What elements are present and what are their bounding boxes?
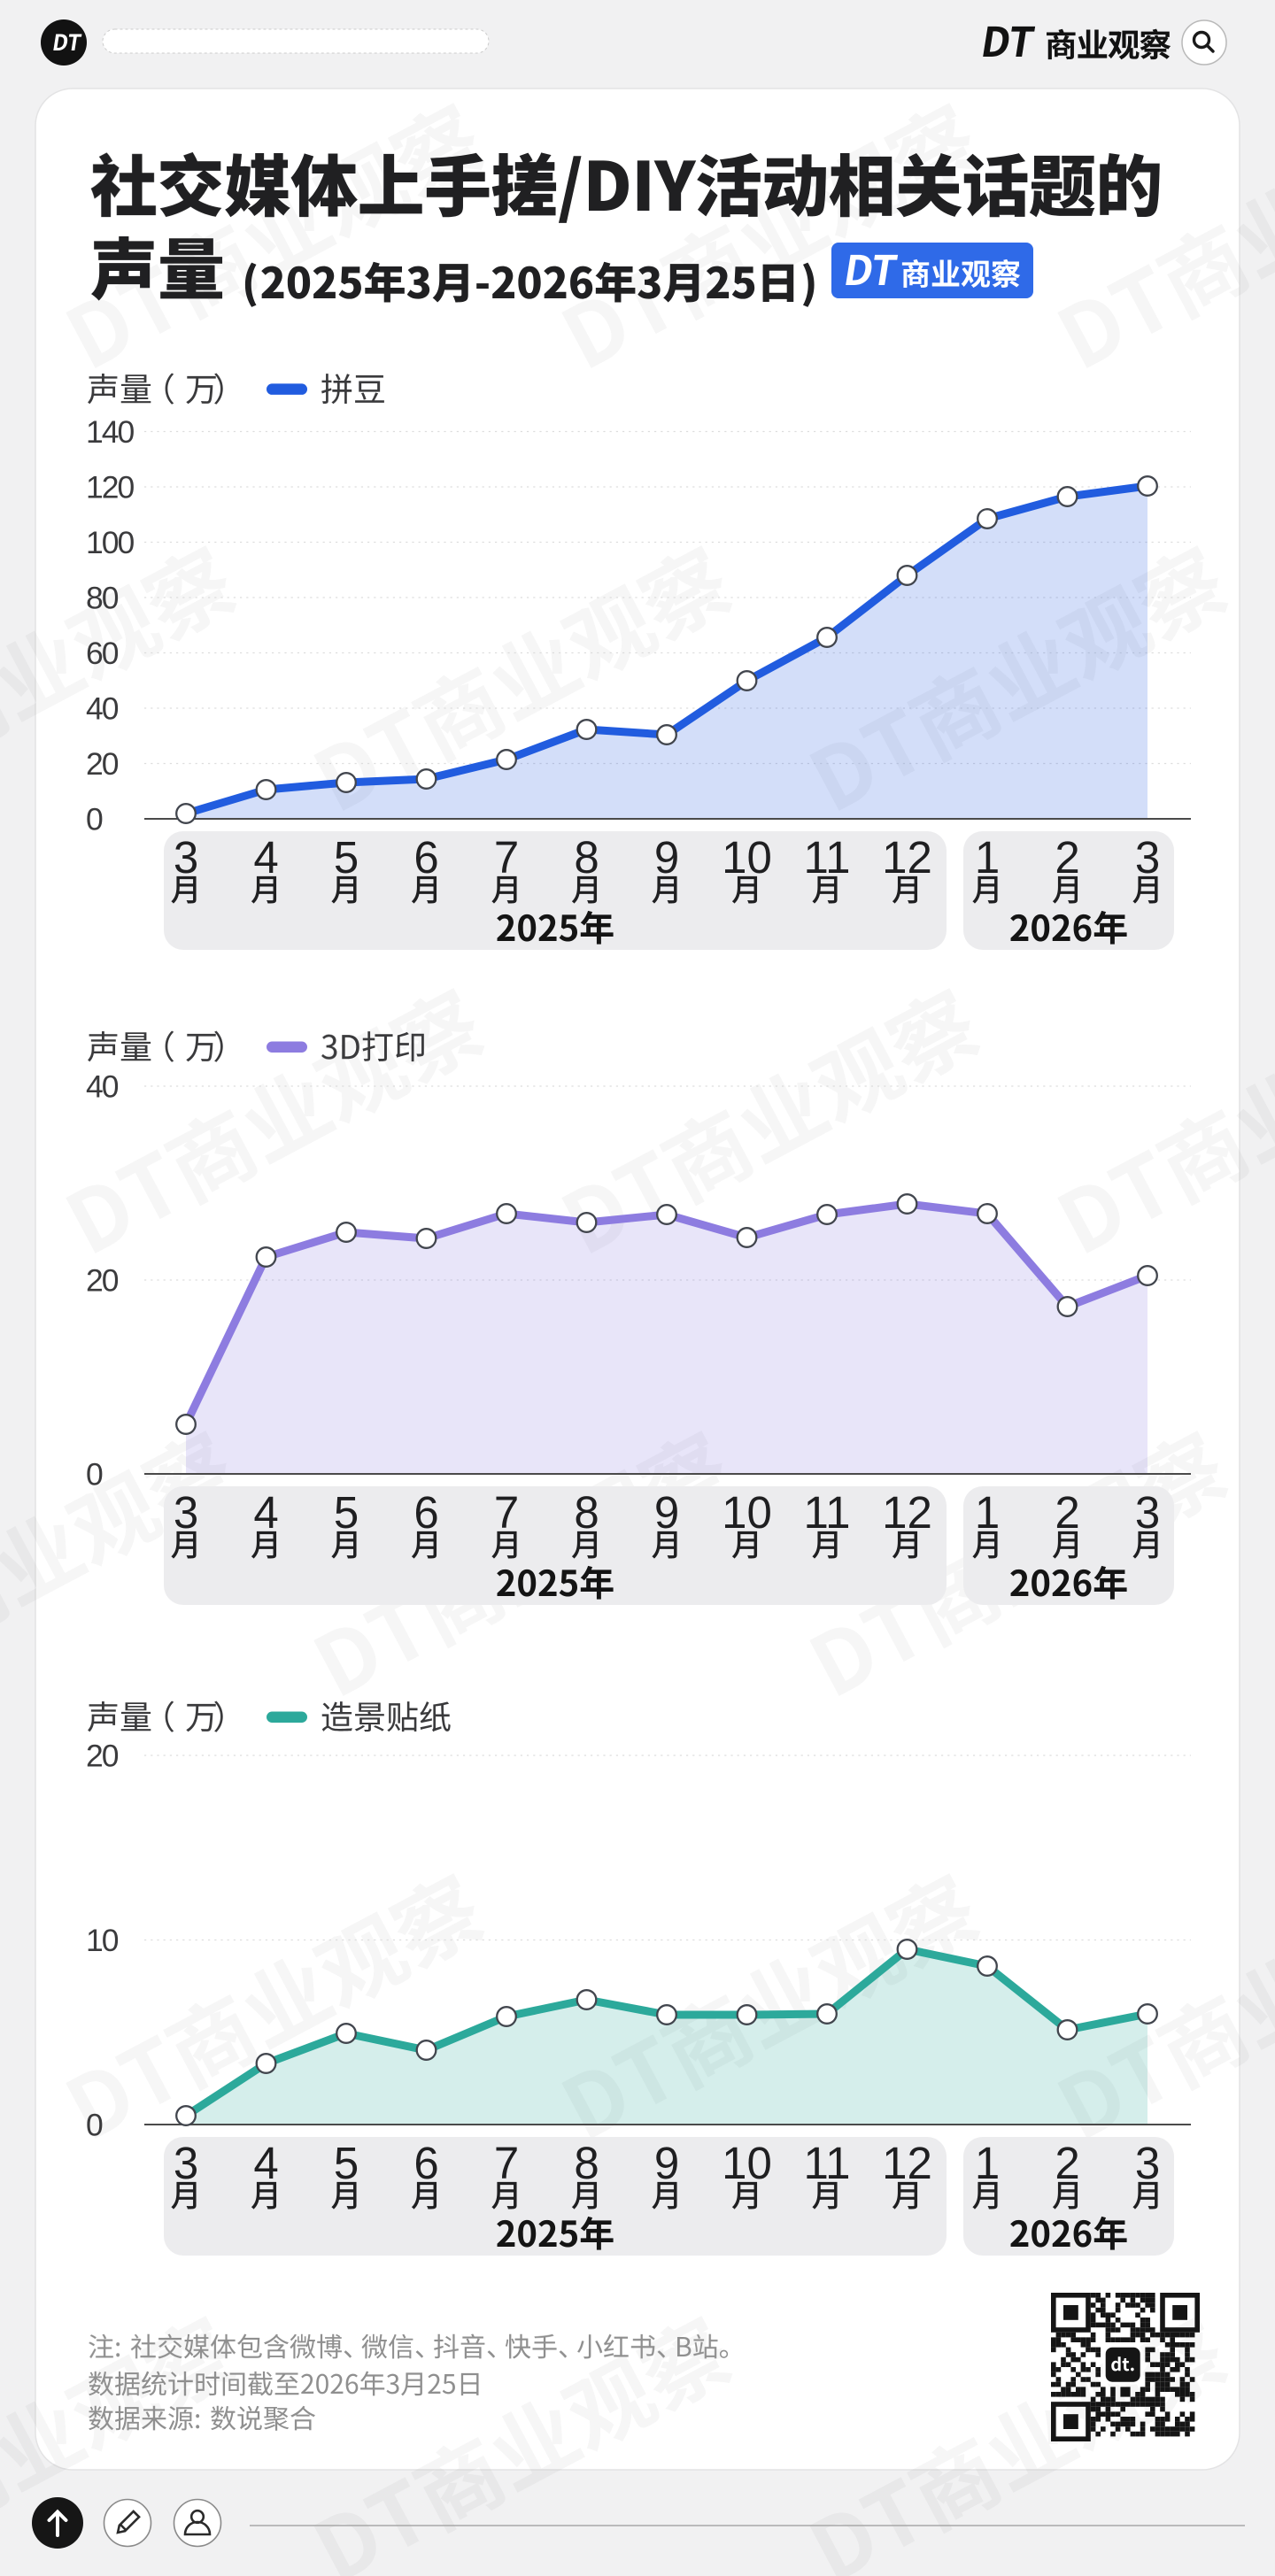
- svg-text:4: 4: [253, 832, 278, 883]
- svg-text:40: 40: [86, 1068, 119, 1104]
- svg-text:10: 10: [722, 1487, 772, 1538]
- svg-text:5: 5: [334, 832, 359, 883]
- svg-text:12: 12: [882, 2138, 932, 2188]
- svg-text:12: 12: [882, 832, 932, 883]
- svg-text:12: 12: [882, 1487, 932, 1538]
- svg-text:40: 40: [86, 690, 119, 726]
- svg-text:140: 140: [86, 414, 134, 450]
- svg-text:60: 60: [86, 636, 119, 671]
- svg-text:11: 11: [804, 832, 851, 883]
- svg-text:4: 4: [253, 2138, 278, 2188]
- svg-text:3: 3: [1135, 2138, 1160, 2188]
- svg-text:1: 1: [975, 2138, 1000, 2188]
- svg-text:7: 7: [494, 1487, 519, 1538]
- svg-text:9: 9: [654, 1487, 679, 1538]
- svg-text:80: 80: [86, 580, 119, 615]
- svg-text:6: 6: [413, 832, 438, 883]
- svg-text:1: 1: [975, 1487, 1000, 1538]
- svg-text:8: 8: [574, 1487, 599, 1538]
- svg-text:2: 2: [1055, 2138, 1079, 2188]
- svg-text:3: 3: [1135, 1487, 1160, 1538]
- svg-text:100: 100: [86, 525, 134, 560]
- svg-text:9: 9: [654, 832, 679, 883]
- svg-text:3: 3: [174, 2138, 198, 2188]
- svg-text:10: 10: [722, 2138, 772, 2188]
- svg-text:0: 0: [86, 801, 103, 837]
- svg-text:10: 10: [722, 832, 772, 883]
- svg-text:4: 4: [253, 1487, 278, 1538]
- svg-text:11: 11: [804, 2138, 851, 2188]
- svg-text:7: 7: [494, 832, 519, 883]
- svg-text:0: 0: [86, 2107, 103, 2142]
- svg-text:11: 11: [804, 1487, 851, 1538]
- svg-text:3: 3: [174, 1487, 198, 1538]
- svg-text:5: 5: [334, 2138, 359, 2188]
- svg-text:3: 3: [1135, 832, 1160, 883]
- svg-text:1: 1: [975, 832, 1000, 883]
- svg-text:120: 120: [86, 469, 134, 505]
- svg-text:2: 2: [1055, 1487, 1079, 1538]
- svg-text:20: 20: [86, 746, 119, 782]
- svg-text:20: 20: [86, 1738, 119, 1773]
- svg-text:5: 5: [334, 1487, 359, 1538]
- svg-text:9: 9: [654, 2138, 679, 2188]
- svg-text:6: 6: [413, 2138, 438, 2188]
- svg-text:7: 7: [494, 2138, 519, 2188]
- svg-text:10: 10: [86, 1923, 119, 1958]
- svg-text:20: 20: [86, 1262, 119, 1298]
- svg-text:0: 0: [86, 1456, 103, 1492]
- svg-text:8: 8: [574, 2138, 599, 2188]
- svg-text:2: 2: [1055, 832, 1079, 883]
- svg-text:8: 8: [574, 832, 599, 883]
- svg-text:6: 6: [413, 1487, 438, 1538]
- svg-text:3: 3: [174, 832, 198, 883]
